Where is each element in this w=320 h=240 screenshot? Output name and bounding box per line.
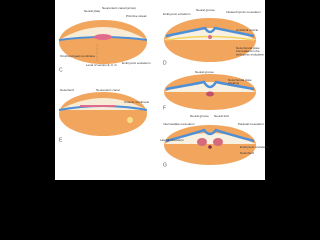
cloaca xyxy=(127,117,133,123)
ectoderm xyxy=(165,128,255,143)
annotation: Neurenteric canal (arrow) xyxy=(102,6,136,10)
annotation: Embryonic endoderm xyxy=(240,145,269,149)
annotation: Paraxial mesoderm xyxy=(238,122,264,126)
annotation: Level of section E, F, G xyxy=(86,63,118,67)
annotation: Lateral mesoderm xyxy=(160,138,185,142)
panel-g xyxy=(164,125,256,165)
annotation: Notochord xyxy=(240,151,254,155)
panel-f xyxy=(164,74,256,110)
panel-label: F xyxy=(163,105,166,111)
annotation: Neural fold xyxy=(214,114,229,118)
annotation: Primitive streak xyxy=(126,14,147,18)
panel-label: D xyxy=(163,60,167,66)
annotation: Neural groove xyxy=(195,70,214,74)
annotation: Oropharyngeal membrane xyxy=(60,54,95,58)
notochordal-plate xyxy=(206,91,214,97)
panel-d xyxy=(164,18,256,62)
annotation: Notochord xyxy=(60,88,74,92)
page: {"panels": [ {"label": "C", "annotations… xyxy=(55,0,270,180)
annotation: infolding xyxy=(228,81,240,85)
annotation: intercalated in the xyxy=(236,49,260,53)
annotation: Umbilical vesicle xyxy=(236,28,259,32)
annotation: Neural plate xyxy=(84,9,101,13)
ectoderm xyxy=(165,80,255,91)
annotation: Neurenteric canal xyxy=(96,88,120,92)
annotation: Intraembryonic mesoderm xyxy=(226,10,261,14)
annotation: Neural groove xyxy=(196,8,215,12)
annotation: Embryonic endoderm xyxy=(122,61,151,65)
annotation: Cloacal membrane xyxy=(124,100,150,104)
notochord xyxy=(208,145,212,149)
neural-plate xyxy=(94,34,112,40)
panel-label: G xyxy=(163,162,167,168)
ectoderm xyxy=(165,26,255,38)
annotation: Embryonic ectoderm xyxy=(163,12,191,16)
annotation: embryonic endoderm xyxy=(236,53,265,57)
paraxial-mesoderm xyxy=(197,138,207,146)
annotation: Notochordal plate xyxy=(228,78,252,82)
panel-c xyxy=(58,20,148,64)
panel-e xyxy=(58,92,148,136)
notochordal-plate xyxy=(208,35,212,39)
paraxial-mesoderm xyxy=(213,138,223,146)
annotation: Neural groove xyxy=(190,114,209,118)
panel-label: E xyxy=(59,137,63,143)
annotation: Notochordal plate xyxy=(236,46,260,50)
annotation: Intermediate mesoderm xyxy=(163,122,195,126)
notochord xyxy=(80,105,115,107)
panel-label: C xyxy=(59,67,63,73)
